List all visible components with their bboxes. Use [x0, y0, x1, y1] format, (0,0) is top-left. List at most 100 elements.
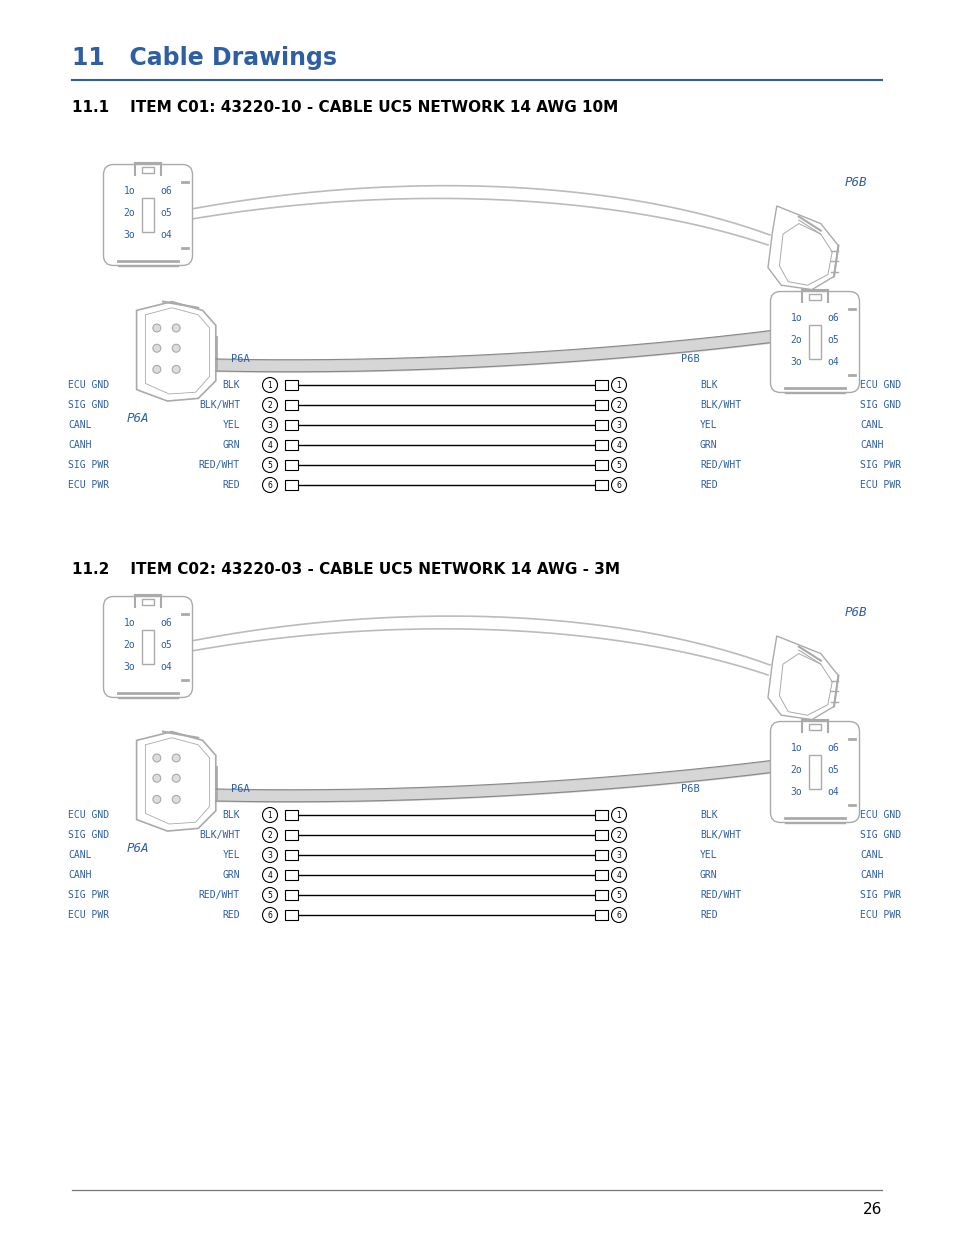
Bar [809, 724, 820, 730]
Bar [285, 400, 297, 410]
Text: 3: 3 [616, 420, 620, 430]
Text: ECU GND: ECU GND [859, 380, 901, 390]
Circle shape [152, 345, 161, 352]
Text: 1o: 1o [790, 743, 801, 753]
Bar [595, 420, 607, 430]
Text: 5: 5 [267, 461, 273, 469]
Text: o5: o5 [826, 766, 839, 776]
Text: CANH: CANH [68, 869, 91, 881]
Bar [595, 910, 607, 920]
Text: P6A: P6A [231, 354, 249, 364]
Text: ECU GND: ECU GND [68, 810, 109, 820]
Text: BLK/WHT: BLK/WHT [700, 830, 740, 840]
Text: 2: 2 [616, 400, 620, 410]
Text: o5: o5 [160, 209, 172, 219]
Text: YEL: YEL [222, 850, 240, 860]
Text: 4: 4 [616, 441, 620, 450]
Text: SIG PWR: SIG PWR [68, 459, 109, 471]
Text: o5: o5 [826, 335, 839, 345]
Circle shape [152, 366, 161, 373]
Text: P6B: P6B [679, 784, 699, 794]
Bar [595, 869, 607, 881]
FancyBboxPatch shape [770, 291, 859, 393]
Circle shape [172, 774, 180, 782]
Text: YEL: YEL [700, 850, 717, 860]
Text: 2: 2 [616, 830, 620, 840]
Bar [285, 890, 297, 900]
Text: RED/WHT: RED/WHT [700, 890, 740, 900]
Text: RED/WHT: RED/WHT [700, 459, 740, 471]
Text: SIG PWR: SIG PWR [859, 459, 901, 471]
Text: SIG PWR: SIG PWR [859, 890, 901, 900]
Text: 1: 1 [616, 380, 620, 389]
Text: CANH: CANH [68, 440, 91, 450]
Text: ECU PWR: ECU PWR [68, 910, 109, 920]
Text: 26: 26 [862, 1203, 882, 1218]
Circle shape [152, 774, 161, 782]
Text: SIG PWR: SIG PWR [68, 890, 109, 900]
Text: CANL: CANL [859, 420, 882, 430]
Text: o4: o4 [826, 357, 839, 367]
Text: 1o: 1o [124, 618, 135, 629]
Text: 6: 6 [616, 910, 620, 920]
Bar [285, 459, 297, 471]
Text: BLK/WHT: BLK/WHT [198, 400, 240, 410]
Bar [141, 199, 154, 231]
Text: 6: 6 [267, 910, 273, 920]
Text: RED: RED [700, 480, 717, 490]
Text: ECU PWR: ECU PWR [68, 480, 109, 490]
Text: SIG GND: SIG GND [68, 400, 109, 410]
Text: 1o: 1o [790, 314, 801, 324]
Bar [285, 830, 297, 840]
Bar [285, 850, 297, 860]
Bar [285, 810, 297, 820]
Text: 2o: 2o [790, 766, 801, 776]
FancyBboxPatch shape [103, 597, 193, 698]
Bar [595, 810, 607, 820]
Text: o6: o6 [826, 743, 839, 753]
Text: 1o: 1o [124, 186, 135, 196]
Bar [595, 830, 607, 840]
Text: GRN: GRN [700, 440, 717, 450]
Text: 2o: 2o [124, 209, 135, 219]
Text: ECU GND: ECU GND [68, 380, 109, 390]
Bar [595, 380, 607, 390]
Text: 3: 3 [267, 851, 273, 860]
Text: CANL: CANL [68, 420, 91, 430]
Text: 5: 5 [616, 461, 620, 469]
Text: o6: o6 [160, 186, 172, 196]
Text: 5: 5 [267, 890, 273, 899]
Text: CANH: CANH [859, 440, 882, 450]
Text: 2o: 2o [124, 640, 135, 650]
Text: o4: o4 [826, 787, 839, 798]
Text: 3o: 3o [790, 357, 801, 367]
Text: 1: 1 [268, 810, 273, 820]
Text: 5: 5 [616, 890, 620, 899]
Bar [285, 480, 297, 490]
FancyBboxPatch shape [770, 721, 859, 823]
Text: ECU PWR: ECU PWR [859, 910, 901, 920]
Text: o4: o4 [160, 230, 172, 241]
Text: GRN: GRN [700, 869, 717, 881]
Text: 11.1    ITEM C01: 43220-10 - CABLE UC5 NETWORK 14 AWG 10M: 11.1 ITEM C01: 43220-10 - CABLE UC5 NETW… [71, 100, 618, 115]
Text: YEL: YEL [222, 420, 240, 430]
FancyBboxPatch shape [103, 164, 193, 266]
Text: BLK: BLK [700, 810, 717, 820]
Bar [285, 910, 297, 920]
Text: 4: 4 [267, 871, 273, 879]
Text: P6A: P6A [127, 411, 150, 425]
Text: P6B: P6B [844, 605, 866, 619]
Bar [285, 440, 297, 450]
Circle shape [172, 795, 180, 803]
Text: 2: 2 [268, 400, 273, 410]
Text: 3o: 3o [124, 230, 135, 241]
Text: BLK: BLK [700, 380, 717, 390]
Text: ECU GND: ECU GND [859, 810, 901, 820]
Bar [808, 326, 821, 358]
Text: 2o: 2o [790, 335, 801, 345]
Text: CANH: CANH [859, 869, 882, 881]
Text: BLK: BLK [222, 380, 240, 390]
Text: RED: RED [700, 910, 717, 920]
Bar [595, 850, 607, 860]
Text: 2: 2 [268, 830, 273, 840]
